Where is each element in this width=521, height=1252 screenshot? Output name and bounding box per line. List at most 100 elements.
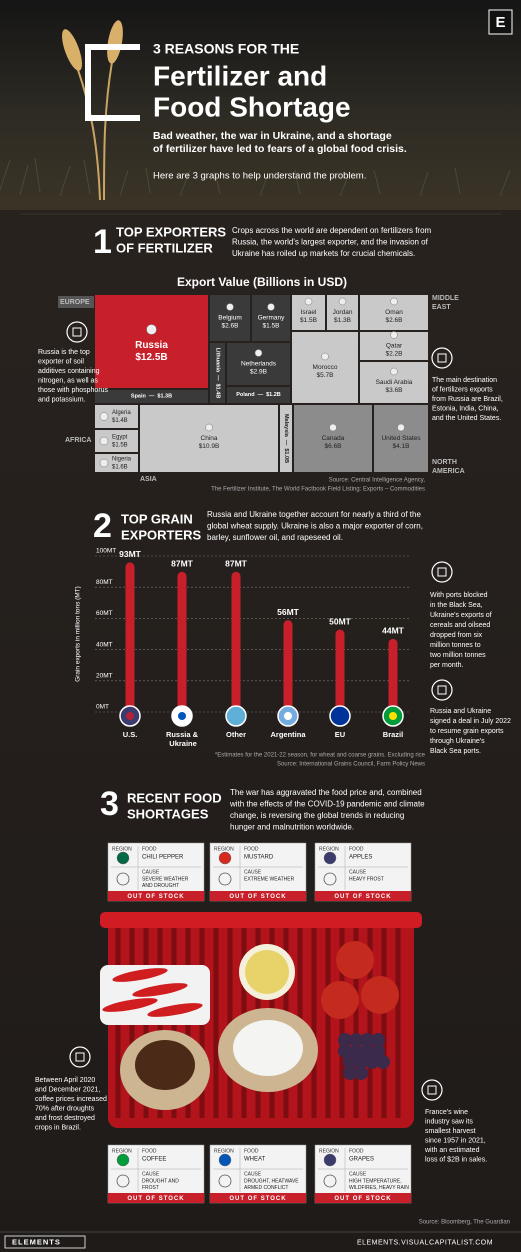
note: those with phosphorus <box>38 387 109 394</box>
tile-name: Netherlands <box>241 361 277 368</box>
card-icon <box>116 1174 130 1188</box>
y-tick-label: 40MT <box>96 641 113 648</box>
note-icon <box>431 561 453 583</box>
note-icon <box>66 321 88 343</box>
card-flag <box>323 851 337 865</box>
grape <box>354 1066 368 1080</box>
category-flag-inner <box>126 712 134 720</box>
section-heading: OF FERTILIZER <box>116 240 213 255</box>
grape <box>343 1066 357 1080</box>
card-cause: DROUGHT, HEATWAVE <box>244 1178 299 1184</box>
card-food: MUSTARD <box>244 855 274 861</box>
treemap-tile <box>292 332 358 403</box>
tile-separator: — <box>149 394 155 400</box>
tile-value: $1.6B <box>112 465 128 471</box>
card-status-bar <box>108 1193 204 1203</box>
card-status: OUT OF STOCK <box>334 894 391 900</box>
source: Source: Central Intelligence Agency, <box>329 478 426 484</box>
note: from Russia are Brazil, <box>432 396 503 403</box>
tile-value: $12.5B <box>135 352 167 363</box>
subtitle: Bad weather, the war in Ukraine, and a s… <box>153 130 392 142</box>
tile-value: $5.7B <box>317 372 334 379</box>
tile-name: Spain <box>131 394 147 400</box>
tile-value: $1.0B <box>283 448 289 463</box>
logo: E <box>495 14 505 31</box>
category-flag-inner <box>284 712 292 720</box>
card-status-bar <box>210 891 306 901</box>
treemap-tile <box>210 343 225 403</box>
treemap-tile <box>95 405 138 428</box>
note: since 1957 in 2021, <box>425 1137 486 1144</box>
card-label: REGION <box>319 1148 339 1154</box>
treemap-tile <box>210 295 250 341</box>
tile-name: Qatar <box>386 343 403 350</box>
note-icon <box>421 1079 443 1101</box>
section-description: Ukraine has roiled up markets for crucia… <box>232 249 415 258</box>
note-icon <box>431 679 453 701</box>
tile-flag <box>329 423 337 432</box>
x-tick-label: EU <box>335 730 345 739</box>
tile-flag <box>146 324 157 335</box>
tile-separator: — <box>214 375 220 381</box>
section-number: 2 <box>93 507 112 545</box>
tile-flag <box>390 367 398 376</box>
note-icon-glyph <box>72 327 82 337</box>
card-cause: EXTREME WEATHER <box>244 876 295 882</box>
tile-name: Saudi Arabia <box>376 379 413 386</box>
x-tick-label: Argentina <box>270 730 306 739</box>
flour <box>233 1020 303 1076</box>
coffee-beans <box>135 1040 195 1090</box>
section-description: barley, sunflower oil, and rapeseed oil. <box>207 533 343 542</box>
note: Russia and Ukraine <box>430 708 491 715</box>
card-label: REGION <box>214 1148 234 1154</box>
card-cause: ARMED CONFLICT <box>244 1185 288 1191</box>
region-label: MIDDLE <box>432 295 459 302</box>
card-status: OUT OF STOCK <box>127 1196 184 1202</box>
x-tick-label: Russia & Ukraine <box>166 730 199 748</box>
tile-label: Poland — $1.2B <box>236 392 281 398</box>
section-description: Russia, the world's largest exporter, an… <box>232 238 429 247</box>
tile-flag <box>205 423 213 432</box>
value-label: 50MT <box>329 616 352 626</box>
tile-value: $2.6B <box>386 317 403 324</box>
card-food: COFFEE <box>142 1157 166 1163</box>
y-axis-label: Grain exports in million tons (MT) <box>75 586 82 682</box>
source: Source: International Grains Council, Fa… <box>277 762 425 768</box>
footer-url: ELEMENTS.VISUALCAPITALIST.COM <box>357 1239 493 1246</box>
tile-value: $1.4B <box>112 418 128 424</box>
region-label: ASIA <box>140 476 157 483</box>
note: and December 2021, <box>35 1086 100 1093</box>
card-label: CAUSE <box>244 1171 262 1177</box>
title: Food Shortage <box>153 91 351 122</box>
tile-name: Lithuania <box>214 348 220 373</box>
region-label: EUROPE <box>60 299 90 306</box>
note: Estonia, India, China, <box>432 405 499 412</box>
y-tick-label: 100MT <box>96 548 116 555</box>
card-status-bar <box>315 891 411 901</box>
basket-rim <box>100 912 422 928</box>
value-label: 93MT <box>119 549 142 559</box>
tile-name: China <box>201 435 218 442</box>
x-tick-label: Brazil <box>383 730 403 739</box>
card-cause: HEAVY FROST <box>349 876 384 882</box>
card-label: FOOD <box>142 846 157 852</box>
grape <box>365 1055 379 1069</box>
treemap-tile <box>252 295 290 341</box>
tile-flag <box>99 458 109 468</box>
card-cause: DROUGHT AND <box>142 1178 179 1184</box>
card-status: OUT OF STOCK <box>229 1196 286 1202</box>
subtitle: of fertilizer have led to fears of a glo… <box>153 143 407 155</box>
region-label: EAST <box>432 304 451 311</box>
treemap-tile <box>140 405 278 472</box>
card-label: CAUSE <box>349 869 367 875</box>
tile-value: $1.5B <box>300 317 317 324</box>
tile-value: $2.2B <box>386 351 403 358</box>
value-label: 87MT <box>171 559 194 569</box>
note: coffee prices increased <box>35 1096 107 1103</box>
note: industry saw its <box>425 1118 473 1125</box>
treemap-tile <box>95 454 138 472</box>
tile-value: $4.1B <box>393 443 410 450</box>
card-cause: HIGH TEMPERATURE, <box>349 1178 402 1184</box>
category-flag-inner <box>336 712 344 720</box>
